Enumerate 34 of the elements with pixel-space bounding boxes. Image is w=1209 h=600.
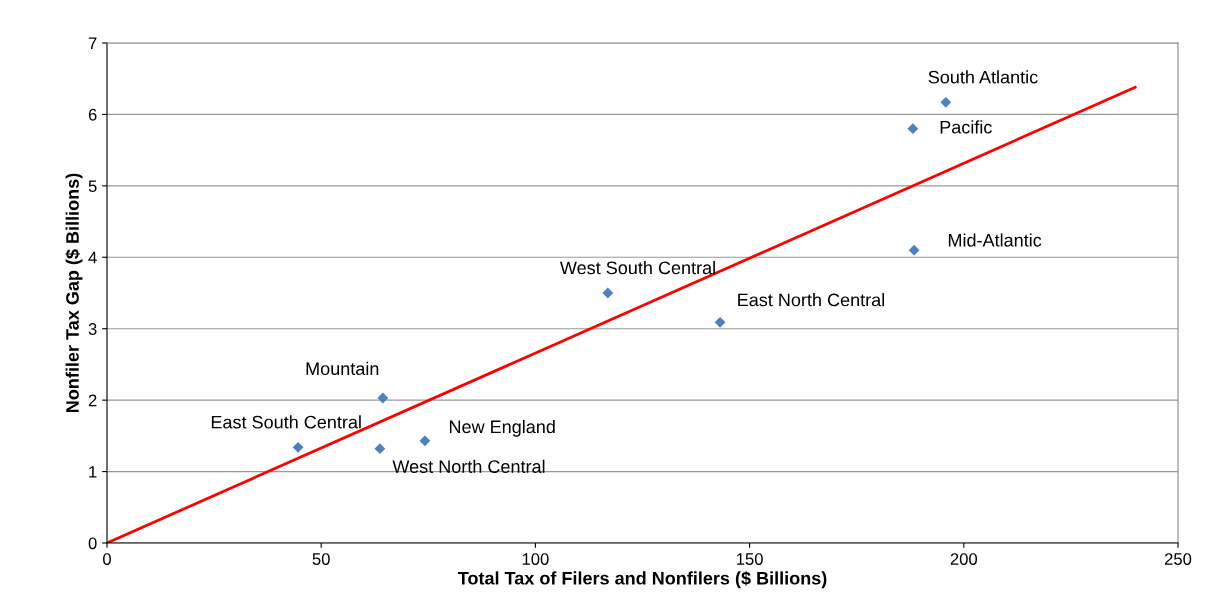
y-tick-label: 2 <box>88 394 97 407</box>
annotation: Mid-Atlantic <box>948 233 1042 247</box>
y-axis-title: Nonfiler Tax Gap ($ Billions) <box>65 173 83 413</box>
annotation: Mountain <box>306 361 379 376</box>
y-tick-label: 0 <box>88 537 97 550</box>
x-tick-label: 100 <box>522 553 549 565</box>
y-tick-label: 5 <box>88 180 97 193</box>
y-tick-label: 1 <box>89 466 97 478</box>
x-tick-label: 50 <box>312 553 330 565</box>
annotation: Pacific <box>940 120 992 134</box>
x-axis-title: Total Tax of Filers and Nonfilers ($ Billions) <box>457 571 827 589</box>
x-tick-label: 150 <box>736 553 763 565</box>
point <box>292 441 304 453</box>
annotation: East North Central <box>738 293 885 307</box>
point <box>377 392 389 404</box>
annotation: West North Central <box>392 459 545 474</box>
point <box>907 123 919 135</box>
point <box>602 287 614 299</box>
x-tick-label: 200 <box>950 553 978 565</box>
annotation: West South Central <box>559 260 715 275</box>
point <box>374 443 386 455</box>
y-tick-label: 6 <box>88 108 97 121</box>
x-tick-label: 0 <box>103 553 111 565</box>
annotation: East South Central <box>211 415 361 429</box>
y-tick-label: 3 <box>88 323 97 335</box>
point <box>419 435 431 447</box>
annotation: South Atlantic <box>928 70 1038 84</box>
x-tick-label: 250 <box>1164 553 1192 565</box>
point <box>908 244 920 256</box>
y-tick-label: 4 <box>88 251 97 264</box>
annotation: New England <box>449 419 555 437</box>
y-tick-label: 7 <box>88 37 97 50</box>
point <box>940 96 952 108</box>
point <box>714 316 726 328</box>
